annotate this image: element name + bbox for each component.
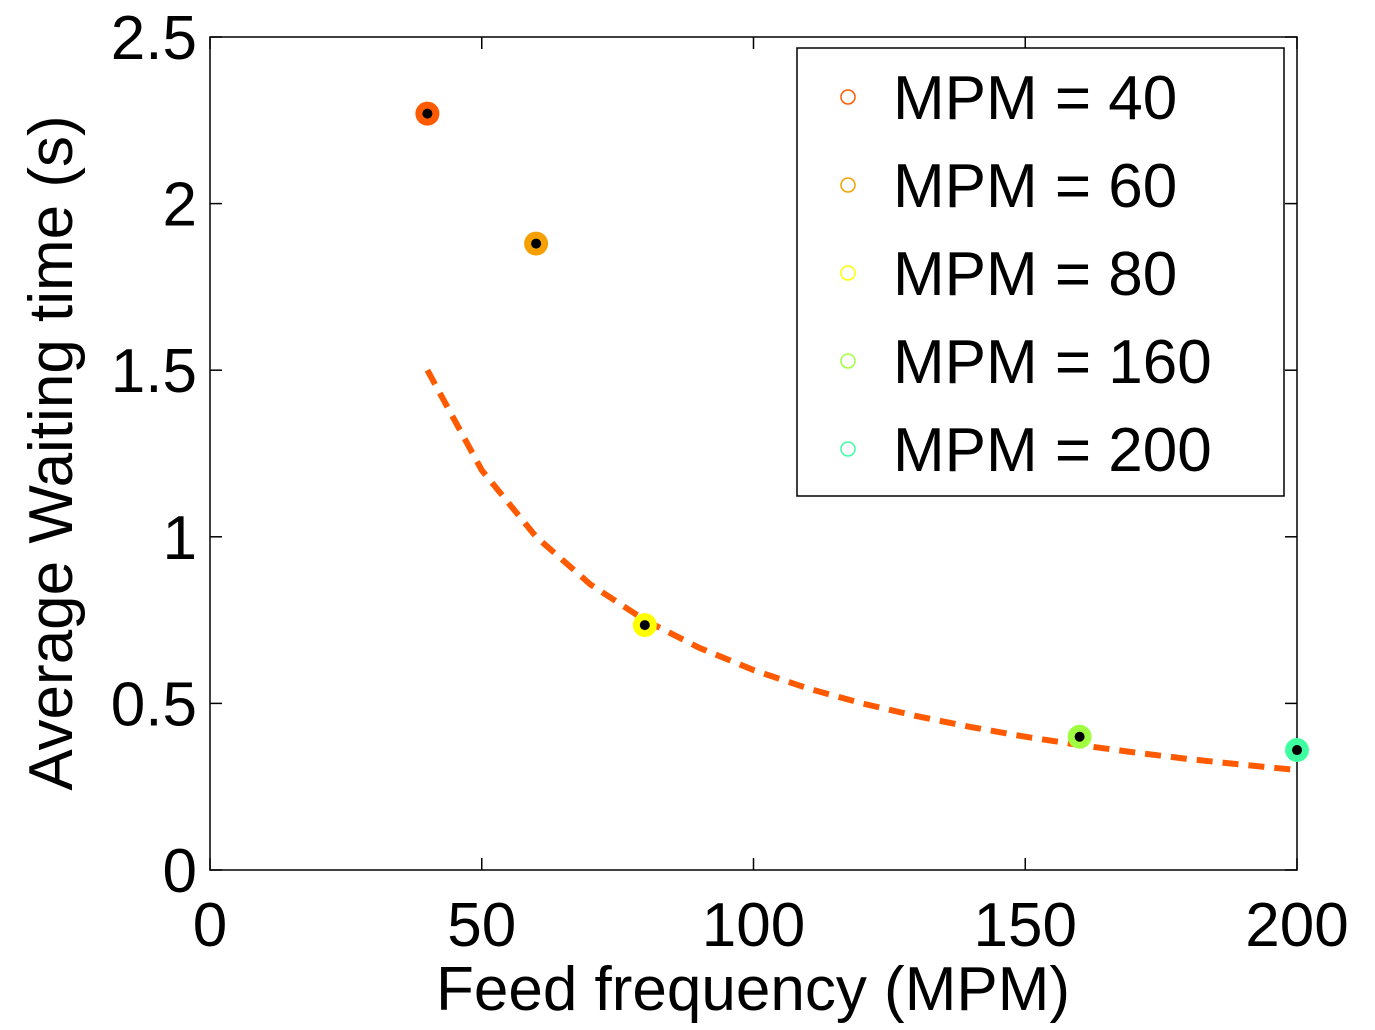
legend-label: MPM = 60 <box>893 152 1177 221</box>
legend-box <box>796 47 1285 497</box>
x-axis-title: Feed frequency (MPM) <box>436 955 1070 1024</box>
legend-label: MPM = 160 <box>893 328 1212 397</box>
x-tick-label: 50 <box>447 891 516 960</box>
y-tick-label: 1 <box>163 504 197 573</box>
point-center <box>531 238 542 249</box>
legend-label: MPM = 200 <box>893 416 1212 485</box>
legend-marker <box>840 89 856 105</box>
y-tick-label: 2 <box>163 171 197 240</box>
fit-curve <box>424 368 1298 774</box>
legend-label: MPM = 40 <box>893 64 1177 133</box>
x-tick-label: 0 <box>193 891 227 960</box>
legend-marker <box>840 265 856 281</box>
point-center <box>639 620 650 631</box>
y-tick-label: 2.5 <box>111 4 197 73</box>
legend-marker <box>840 177 856 193</box>
point-center <box>422 108 433 119</box>
y-tick-label: 0 <box>163 837 197 906</box>
point-center <box>1292 745 1302 756</box>
x-tick-label: 200 <box>1245 891 1348 960</box>
legend-marker <box>840 441 856 457</box>
legend-marker <box>840 353 856 369</box>
y-tick-label: 1.5 <box>111 337 197 406</box>
legend-label: MPM = 80 <box>893 240 1177 309</box>
x-tick-label: 100 <box>702 891 805 960</box>
point-center <box>1074 731 1085 742</box>
y-axis-title: Average Waiting time (s) <box>17 115 86 790</box>
y-tick-label: 0.5 <box>111 670 197 739</box>
x-tick-label: 150 <box>974 891 1077 960</box>
